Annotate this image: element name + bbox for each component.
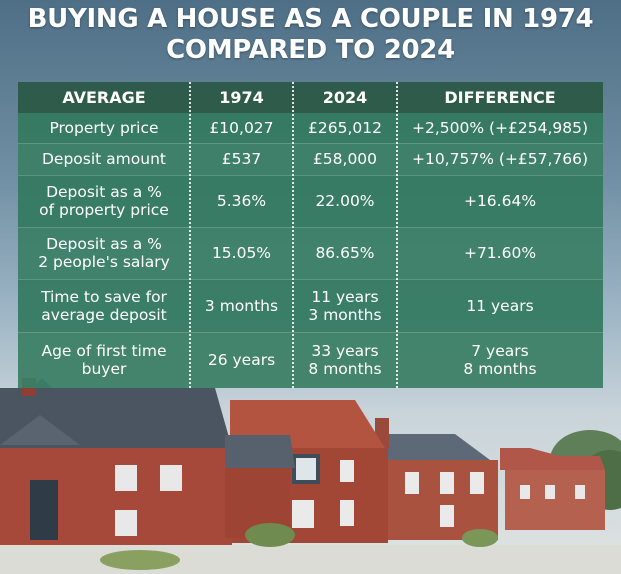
- row-divider: [18, 227, 603, 228]
- table-row-property-price: Property price £10,027 £265,012 +2,500% …: [18, 113, 603, 143]
- row-label: Deposit as a % of property price: [39, 183, 169, 219]
- value-1974: 3 months: [204, 296, 279, 315]
- value-2024: 11 years 3 months: [308, 287, 382, 324]
- column-divider: [396, 82, 398, 388]
- value-difference: +2,500% (+£254,985): [411, 119, 589, 137]
- column-divider: [292, 82, 294, 388]
- value-2024: 86.65%: [315, 244, 375, 262]
- value-difference: +10,757% (+£57,766): [411, 150, 589, 168]
- value-2024: £58,000: [312, 150, 378, 168]
- header-1974: 1974: [219, 87, 264, 107]
- value-difference: +16.64%: [463, 192, 537, 210]
- value-difference: 7 years 8 months: [463, 342, 537, 378]
- row-label: Deposit amount: [42, 150, 166, 168]
- table-row-time-to-save: Time to save for average deposit 3 months…: [18, 279, 603, 332]
- row-divider: [18, 332, 603, 333]
- value-2024: 22.00%: [315, 192, 375, 210]
- table-header-row: AVERAGE 1974 2024 DIFFERENCE: [18, 82, 603, 113]
- value-2024: £265,012: [308, 119, 382, 137]
- headline: BUYING A HOUSE AS A COUPLE IN 1974 COMPA…: [0, 4, 621, 66]
- headline-line-1: BUYING A HOUSE AS A COUPLE IN 1974: [27, 4, 594, 34]
- value-2024: 33 years 8 months: [308, 342, 382, 378]
- table-row-first-time-buyer-age: Age of first time buyer 26 years 33 years…: [18, 332, 603, 388]
- value-1974: £10,027: [209, 119, 274, 137]
- value-difference: 11 years: [466, 296, 534, 315]
- column-divider: [189, 82, 191, 388]
- header-average: AVERAGE: [62, 87, 146, 107]
- table-row-deposit-pct-salary: Deposit as a % 2 people's salary 15.05% 8…: [18, 227, 603, 279]
- row-label: Deposit as a % 2 people's salary: [38, 235, 170, 271]
- header-difference: DIFFERENCE: [444, 87, 556, 107]
- table-row-deposit-pct-property: Deposit as a % of property price 5.36% 22…: [18, 175, 603, 227]
- row-label: Age of first time buyer: [41, 342, 167, 378]
- value-difference: +71.60%: [463, 244, 537, 262]
- value-1974: 15.05%: [211, 244, 272, 262]
- comparison-table: AVERAGE 1974 2024 DIFFERENCE Property pr…: [18, 82, 603, 388]
- value-1974: 5.36%: [216, 192, 267, 210]
- headline-line-2: COMPARED TO 2024: [166, 35, 455, 65]
- value-1974: 26 years: [207, 351, 276, 369]
- header-2024: 2024: [322, 87, 368, 107]
- row-divider: [18, 175, 603, 176]
- row-label: Time to save for average deposit: [41, 287, 167, 324]
- row-divider: [18, 279, 603, 280]
- houses-background-image: [0, 360, 621, 574]
- row-label: Property price: [49, 119, 159, 137]
- row-divider: [18, 143, 603, 144]
- table-row-deposit-amount: Deposit amount £537 £58,000 +10,757% (+£…: [18, 143, 603, 175]
- value-1974: £537: [221, 150, 262, 168]
